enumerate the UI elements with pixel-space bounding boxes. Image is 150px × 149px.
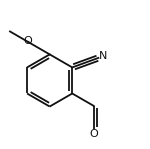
Text: N: N xyxy=(99,51,107,61)
Text: O: O xyxy=(89,129,98,139)
Text: O: O xyxy=(23,36,32,46)
